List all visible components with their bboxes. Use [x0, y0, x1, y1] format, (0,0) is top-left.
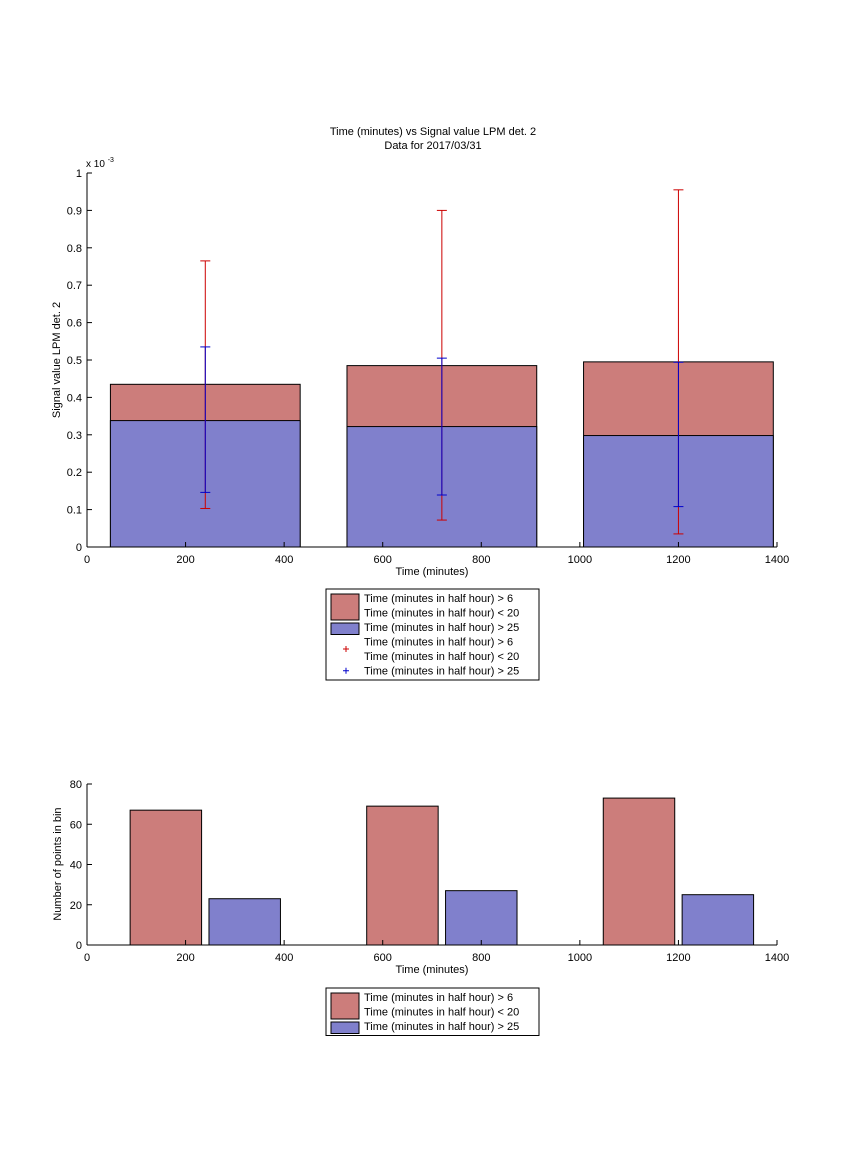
top-chart-title: Time (minutes) vs Signal value LPM det. … — [330, 126, 536, 138]
bottom-legend-swatch — [330, 992, 360, 1020]
bottom-x-tick-label: 400 — [275, 952, 293, 964]
top-legend-label-line2: Time (minutes in half hour) < 20 — [364, 608, 519, 620]
bottom-bar — [208, 898, 281, 946]
top-y-tick-label: 0.7 — [67, 280, 82, 292]
top-y-tick-label: 0.5 — [67, 355, 82, 367]
top-chart-subtitle: Data for 2017/03/31 — [384, 140, 481, 152]
top-legend-label: Time (minutes in half hour) > 25 — [364, 622, 519, 634]
bottom-x-axis-label: Time (minutes) — [396, 964, 469, 976]
top-legend-swatch — [330, 593, 360, 621]
top-y-tick-label: 0.3 — [67, 430, 82, 442]
bottom-bar — [445, 890, 518, 946]
bottom-y-tick-label: 40 — [70, 860, 82, 872]
bottom-bar — [681, 894, 755, 946]
bottom-bar — [366, 805, 439, 946]
top-y-tick-label: 0.6 — [67, 318, 82, 330]
bottom-bar — [129, 809, 203, 946]
bottom-legend-label: Time (minutes in half hour) > 6 — [364, 992, 513, 1004]
top-y-axis-label: Signal value LPM det. 2 — [51, 302, 63, 418]
top-x-tick-label: 1000 — [568, 554, 592, 566]
top-x-tick-label: 0 — [84, 554, 90, 566]
top-legend-label: Time (minutes in half hour) > 6 — [364, 593, 513, 605]
bottom-x-tick-label: 600 — [374, 952, 392, 964]
bottom-x-tick-label: 1200 — [666, 952, 690, 964]
bottom-y-axis-label: Number of points in bin — [52, 807, 64, 920]
bottom-legend-label: Time (minutes in half hour) > 25 — [364, 1021, 519, 1033]
top-y-exponent-base: x 10 — [86, 159, 105, 170]
top-x-tick-label: 800 — [472, 554, 490, 566]
bottom-y-tick-label: 0 — [76, 940, 82, 952]
bottom-x-tick-label: 1400 — [765, 952, 789, 964]
bottom-legend-swatch — [330, 1021, 360, 1034]
bottom-legend: Time (minutes in half hour) > 6 Time (min… — [325, 987, 540, 1036]
top-y-tick-label: 0.8 — [67, 243, 82, 255]
bottom-axes: 0 200 400 600 800 1000 1200 1400 0 20 40 60 80 — [70, 779, 789, 964]
bottom-y-tick-label: 60 — [70, 819, 82, 831]
top-y-exponent: x 10 -3 — [86, 157, 114, 170]
bottom-x-tick-label: 0 — [84, 952, 90, 964]
bottom-legend-box — [325, 987, 540, 1036]
top-y-tick-label: 0.9 — [67, 205, 82, 217]
bottom-bars-layer — [129, 797, 755, 946]
top-y-tick-label: 0 — [76, 542, 82, 554]
top-errorbars-layer — [200, 189, 684, 535]
top-legend-box — [325, 588, 540, 681]
bottom-x-tick-label: 1000 — [568, 952, 592, 964]
top-legend-label-line2: Time (minutes in half hour) < 20 — [364, 651, 519, 663]
top-x-tick-label: 200 — [176, 554, 194, 566]
top-x-tick-label: 600 — [374, 554, 392, 566]
bottom-x-tick-label: 800 — [472, 952, 490, 964]
top-axes: 0 200 400 600 800 1000 1200 1400 0 0.1 0.2 0.3 0.4 0.… — [67, 168, 790, 566]
top-legend-label: Time (minutes in half hour) > 25 — [364, 666, 519, 678]
top-legend-label: Time (minutes in half hour) > 6 — [364, 637, 513, 649]
bottom-chart: Number of points in bin Time (minutes) 0… — [52, 779, 789, 1036]
top-x-axis-label: Time (minutes) — [396, 566, 469, 578]
top-x-tick-label: 1200 — [666, 554, 690, 566]
bottom-bar — [602, 797, 676, 946]
bottom-legend-label-line2: Time (minutes in half hour) < 20 — [364, 1007, 519, 1019]
bottom-y-tick-label: 20 — [70, 900, 82, 912]
top-y-tick-label: 0.1 — [67, 505, 82, 517]
top-legend: Time (minutes in half hour) > 6 Time (min… — [325, 588, 540, 681]
top-x-tick-label: 1400 — [765, 554, 789, 566]
top-x-tick-label: 400 — [275, 554, 293, 566]
top-chart: Time (minutes) vs Signal value LPM det. … — [51, 126, 790, 681]
top-y-tick-label: 0.2 — [67, 467, 82, 479]
top-y-exponent-power: -3 — [108, 157, 114, 164]
top-y-tick-label: 0.4 — [67, 392, 82, 404]
bottom-x-tick-label: 200 — [176, 952, 194, 964]
bottom-y-tick-label: 80 — [70, 779, 82, 791]
top-y-tick-label: 1 — [76, 168, 82, 180]
top-legend-swatch — [330, 622, 360, 635]
